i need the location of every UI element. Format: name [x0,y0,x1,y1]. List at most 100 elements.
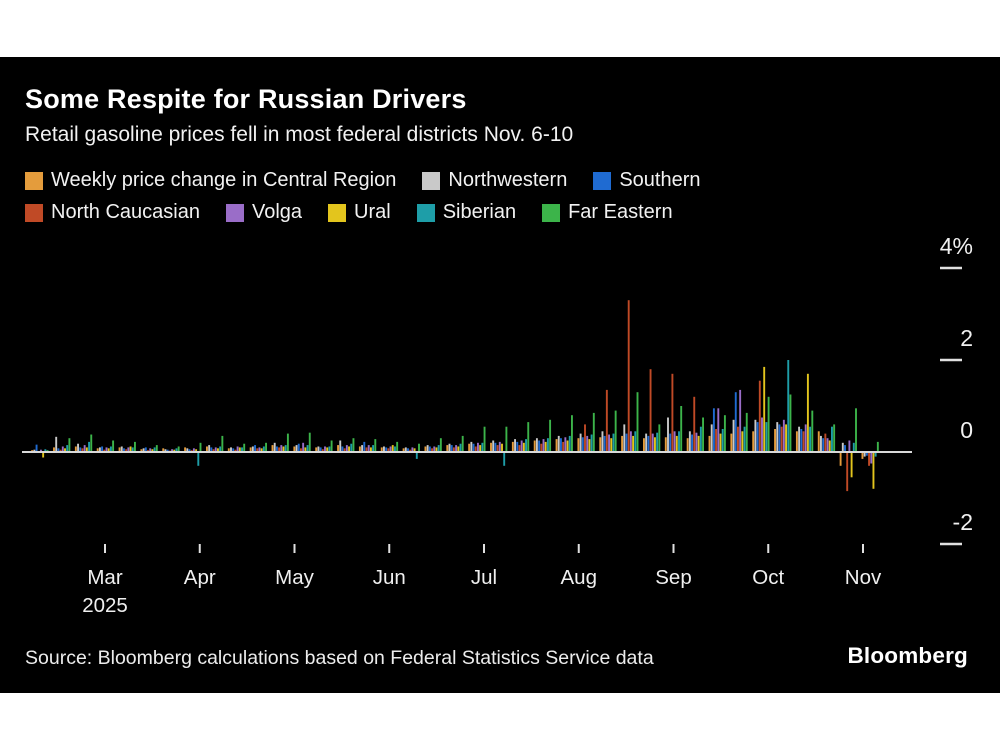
legend-item-northwestern: Northwestern [422,169,567,192]
bar [741,431,744,452]
bar [90,434,93,452]
bar [57,448,60,452]
bar [710,424,713,452]
legend-swatch-icon [25,203,43,222]
bar [540,443,543,452]
bar [210,447,213,452]
bar [243,443,246,452]
bar [118,447,121,452]
bar [396,441,399,452]
bar [101,446,104,452]
bar [712,408,715,452]
bar [498,441,501,452]
bar [470,441,473,452]
bar [452,447,455,452]
bar [699,426,702,452]
bar [846,452,849,492]
bar [162,448,165,452]
bar [85,447,88,452]
bar [584,424,586,452]
bar [863,452,866,457]
bar [105,447,108,452]
x-axis-label: Mar [87,566,122,589]
bar [533,440,536,452]
source-note: Source: Bloomberg calculations based on … [25,647,654,669]
bar [352,438,355,452]
bar [418,443,420,452]
bar [544,441,547,452]
legend-label: Siberian [442,201,517,223]
bar [494,442,497,452]
bar [74,446,77,452]
bar [153,447,156,452]
bar [780,426,783,452]
bar [697,435,700,452]
legend-label: North Caucasian [51,201,200,223]
bar [195,449,198,452]
bar [221,435,224,452]
bar [326,447,329,452]
bar [632,435,635,452]
bar [549,419,552,452]
bar [236,446,239,452]
bar [557,435,560,452]
bar [472,443,475,452]
bar [782,419,785,452]
bar [678,431,680,452]
bar [426,445,429,452]
bar [330,440,333,452]
bar [367,445,370,452]
bar [874,452,877,457]
bar [262,446,265,452]
bar [645,433,648,452]
bar [590,434,593,452]
bar [142,448,145,452]
bar [798,426,801,452]
bar [671,373,674,452]
bar [120,446,123,452]
bar [66,445,69,452]
legend-swatch-icon [25,171,43,190]
bar [173,449,176,452]
bar [730,433,733,452]
bar [140,449,143,452]
bar [214,447,217,452]
bar [542,439,545,452]
bar [686,438,689,452]
bar [230,447,232,452]
bar [212,449,215,452]
bloomberg-logo: Bloomberg [847,643,968,668]
bar [599,437,602,452]
bar [339,440,342,452]
bar [337,445,339,452]
bar [286,433,289,452]
bar [59,449,62,452]
bar [35,444,38,452]
bar [144,447,147,452]
bar [297,443,300,452]
bar [605,389,608,452]
bar [715,429,718,452]
bar [820,435,822,452]
bar [260,448,263,452]
bar [761,417,763,452]
bar [579,433,582,452]
bar [439,438,442,452]
legend-item-volga: Volga [225,201,302,224]
legend-label: Far Eastern [568,201,673,223]
bar [612,433,615,452]
bar [861,452,864,459]
bar [756,422,759,452]
bar [428,446,431,452]
bar [293,446,296,452]
bar [258,447,261,452]
bar [848,440,851,452]
bar [324,446,326,452]
bar [369,447,372,452]
bar [407,448,409,452]
bar [719,433,722,452]
bar [868,452,870,466]
bar [483,426,486,452]
bar [688,431,691,452]
bar [435,447,438,452]
